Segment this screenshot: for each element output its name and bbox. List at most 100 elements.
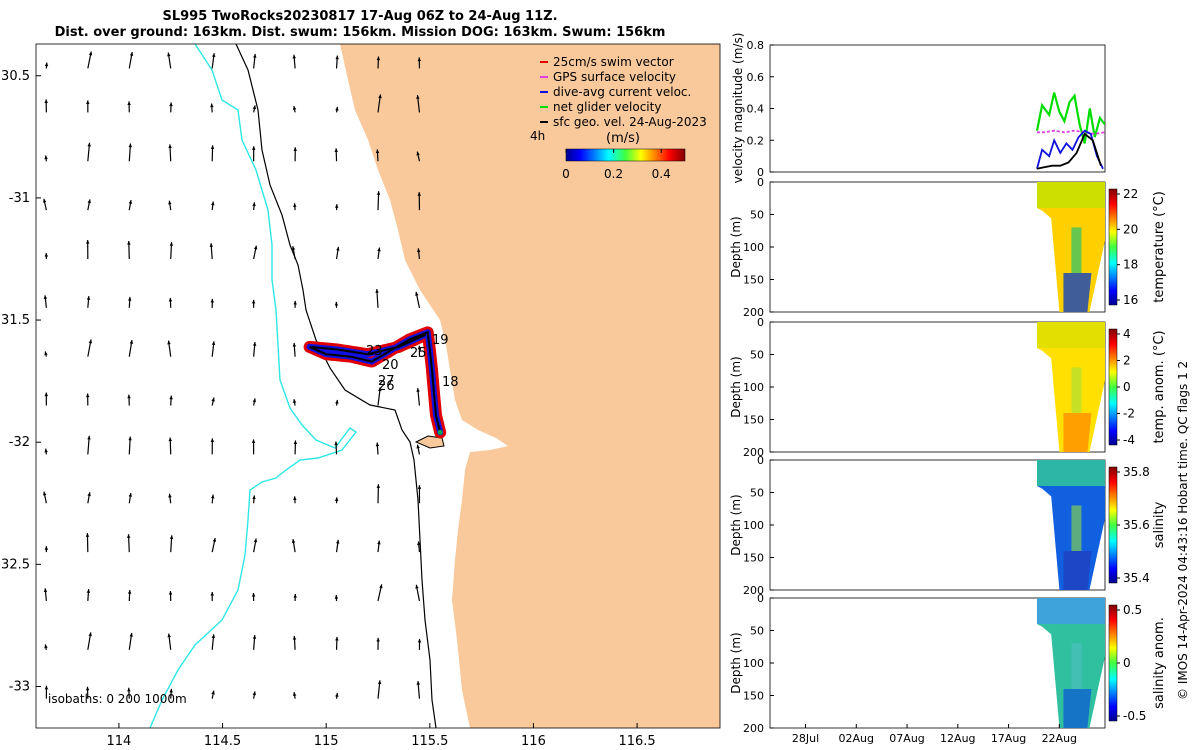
current-arrowhead [44,351,48,356]
current-arrowhead [334,595,339,599]
velocity-y-tick-label: 0.2 [747,134,765,147]
section-colorbar-tick-label: 0.5 [1123,603,1142,617]
current-arrowhead [169,102,173,107]
current-arrowhead [128,199,133,204]
current-arrowhead [336,539,340,544]
current-arrowhead [44,546,49,550]
current-arrowhead [88,632,92,637]
track-end-marker [437,429,443,435]
current-arrowhead [416,248,421,253]
current-arrowhead [415,291,419,296]
section-deep-layer [1063,551,1092,590]
current-arrowhead [127,590,132,594]
section-colorbar [1108,466,1118,584]
current-arrowhead [416,681,420,685]
section-colorbar-tick-label: 35.6 [1123,518,1150,532]
current-arrowhead [85,533,90,537]
current-arrowhead [378,387,382,392]
current-arrowhead [168,493,172,498]
track-day-label: 26 [378,379,395,394]
section-y-tick-label: 50 [750,349,764,362]
current-arrowhead [211,397,215,402]
current-arrowhead [417,541,421,546]
current-arrowhead [251,146,256,150]
track-day-label: 20 [382,358,399,373]
section-surface-layer [1036,182,1105,208]
current-arrowhead [88,51,93,56]
current-arrowhead [251,439,256,444]
current-arrowhead [292,635,297,640]
current-arrowhead [416,388,420,392]
section-surface-layer [1036,322,1105,348]
current-arrowhead [292,54,296,59]
section-mid-layer [1071,643,1082,689]
figure-title-line-1: SL995 TwoRocks20230817 17-Aug 06Z to 24-… [162,9,558,24]
track-day-label: 19 [432,333,449,348]
current-arrowhead [168,200,172,205]
current-arrowhead [127,101,131,106]
section-y-tick-label: 200 [743,306,764,319]
current-arrowhead [293,203,297,207]
current-arrowhead [210,298,215,303]
colorbar-unit-label: (m/s) [606,131,640,146]
section-colorbar-tick-label: -4 [1123,433,1135,447]
glider-track [303,326,447,439]
current-arrowhead [210,438,215,443]
velocity-y-tick-label: 0.8 [747,39,765,52]
section-ylabel: Depth (m) [729,632,743,693]
section-colorbar-tick-label: -0.5 [1123,709,1146,723]
current-arrowhead [168,437,172,442]
current-arrowhead [44,448,48,453]
section-colorbar-tick-label: 35.8 [1123,465,1150,479]
current-arrowhead [127,687,131,692]
current-arrowhead [335,399,339,404]
current-arrowhead [378,94,382,99]
section-ylabel: Depth (m) [729,216,743,277]
current-arrowhead [417,638,422,643]
isobath-1000m [149,44,358,728]
current-arrowhead [44,62,49,67]
colorbar-tick-label: 0 [562,167,570,181]
section-y-tick-label: 150 [743,690,764,703]
current-arrowhead [376,484,381,488]
map-x-tick-label: 116.5 [618,734,655,749]
current-arrowhead [44,392,49,397]
section-mid-layer [1071,367,1082,413]
map-x-tick-label: 115.5 [411,734,448,749]
section-colorbar [1108,604,1118,722]
section-y-tick-label: 100 [743,381,764,394]
section-y-tick-label: 50 [750,625,764,638]
current-arrowhead [252,398,257,403]
current-arrowhead [292,106,297,110]
current-arrowhead [416,151,420,156]
current-arrowhead [126,534,131,538]
current-arrowhead [128,143,133,148]
section-colorbar-label: temp. anom. (°C) [1152,330,1167,443]
isobath-200m [235,44,437,728]
current-arrowhead [375,149,380,154]
velocity-panel: 0 0.2 0.4 0.6 0.8 velocity magnitude (m/s) [731,33,1106,183]
current-arrowhead [252,495,256,500]
current-arrowhead [44,252,49,257]
current-arrowhead [293,147,297,151]
section-y-tick-label: 200 [743,446,764,459]
section-colorbar-tick-label: 4 [1123,327,1131,341]
section-colorbar-tick-label: 18 [1123,258,1138,272]
current-arrowhead [87,199,91,204]
current-arrowhead [169,395,173,400]
colorbar-tick-label: 0.4 [652,167,671,181]
velocity-y-tick-label: 0 [757,166,764,179]
current-arrowhead [377,680,382,685]
colorbar-4h-label: 4h [530,129,545,143]
section-colorbar-tick-label: 20 [1123,222,1138,236]
section-surface-layer [1036,460,1105,486]
current-arrowhead [292,399,297,403]
current-arrowhead [293,496,297,501]
section-y-tick-label: 100 [743,519,764,532]
current-arrowhead [43,588,48,593]
track-day-label: 18 [442,375,459,390]
section-colorbar-label: salinity [1152,501,1167,548]
velocity-series [1035,92,1105,170]
current-field [42,51,422,699]
